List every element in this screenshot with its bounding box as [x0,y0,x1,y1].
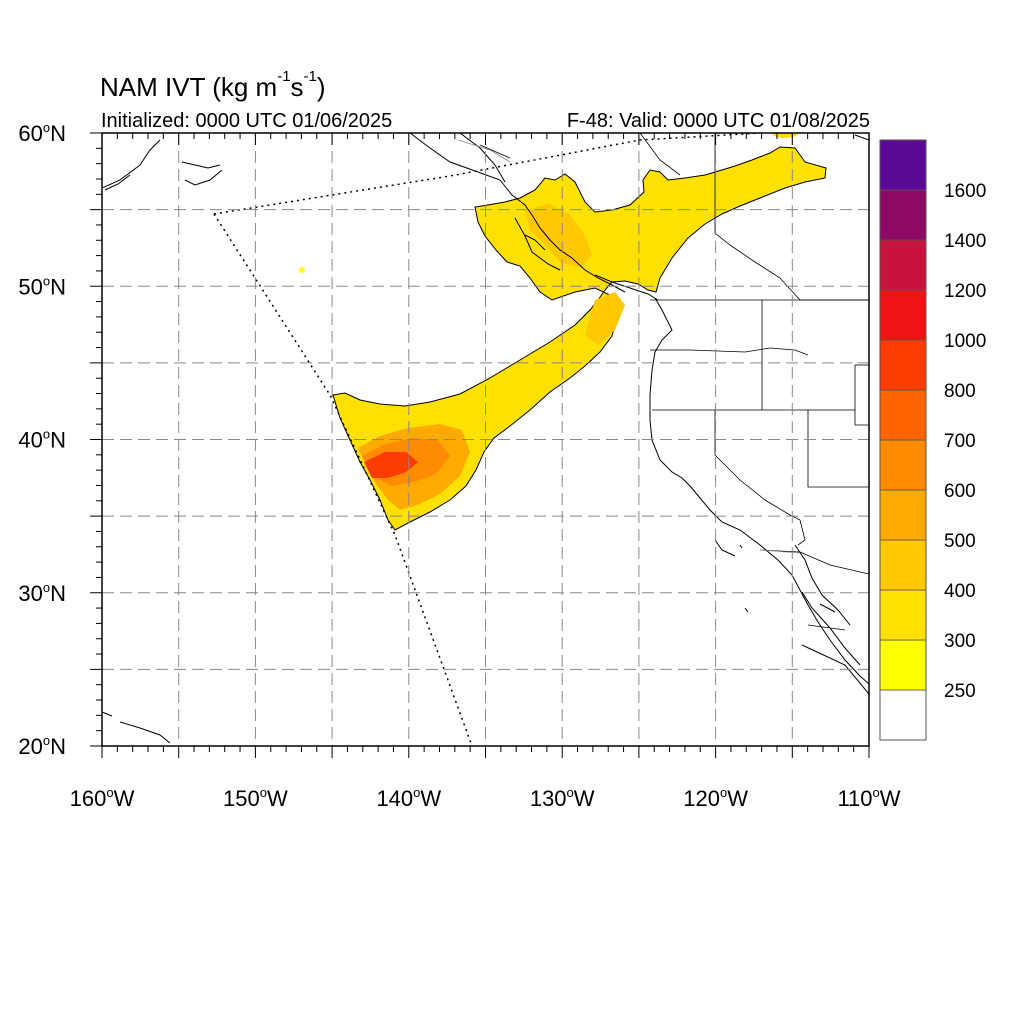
colorbar-label: 1000 [944,331,986,352]
colorbar: 250 300 400 500 600 700 800 1000 1200 1400 1600 [879,139,986,741]
colorbar-label: 300 [944,631,976,652]
lon-label-120: 120oW [683,785,748,811]
lon-label-150: 150oW [223,785,288,811]
colorbar-swatch [879,389,927,441]
initialized-time: Initialized: 0000 UTC 01/06/2025 [101,110,393,132]
colorbar-swatch [879,139,927,191]
ivt-top-blob [771,133,799,138]
tick-marks [90,132,870,758]
lon-label-130: 130oW [530,785,595,811]
lon-labels: 160oW 150oW 140oW 130oW 120oW 110oW [70,785,901,811]
map-panel [102,133,869,746]
lat-label-60: 60oN [18,120,66,146]
colorbar-label: 700 [944,431,976,452]
colorbar-swatch [879,489,927,541]
lon-label-140: 140oW [376,785,441,811]
ivt-speck [299,267,305,273]
colorbar-label: 1200 [944,281,986,302]
colorbar-label: 600 [944,481,976,502]
colorbar-label: 250 [944,681,976,702]
colorbar-swatch [879,689,927,741]
colorbar-swatch [879,439,927,491]
lat-label-50: 50oN [18,273,66,299]
colorbar-swatch [879,239,927,291]
lat-label-20: 20oN [18,733,66,759]
colorbar-label: 400 [944,581,976,602]
colorbar-label: 1400 [944,231,986,252]
map-title: NAM IVT (kg m-1s-1) [100,68,326,102]
colorbar-swatch [879,539,927,591]
lat-labels: 60oN 50oN 40oN 30oN 20oN [18,120,66,759]
lat-label-30: 30oN [18,580,66,606]
colorbar-swatch [879,639,927,691]
lon-label-110: 110oW [837,785,900,811]
ivt-bc-patch [525,204,592,268]
lat-label-40: 40oN [18,427,66,453]
colorbar-swatch [879,289,927,341]
colorbar-label: 1600 [944,181,986,202]
colorbar-swatch [879,189,927,241]
political-borders [479,133,869,631]
valid-time: F-48: Valid: 0000 UTC 01/08/2025 [566,110,870,132]
lon-label-160: 160oW [70,785,135,811]
grid-lines [102,133,869,746]
colorbar-label: 500 [944,531,976,552]
colorbar-swatch [879,339,927,391]
secondary-borders [457,139,801,554]
colorbar-frame [879,139,927,741]
ivt-wa-patch [585,292,625,345]
domain-boundary [213,213,473,746]
colorbar-label: 800 [944,381,976,402]
colorbar-swatch [879,589,927,641]
ivt-core-red [364,452,418,478]
coastlines [102,133,869,744]
